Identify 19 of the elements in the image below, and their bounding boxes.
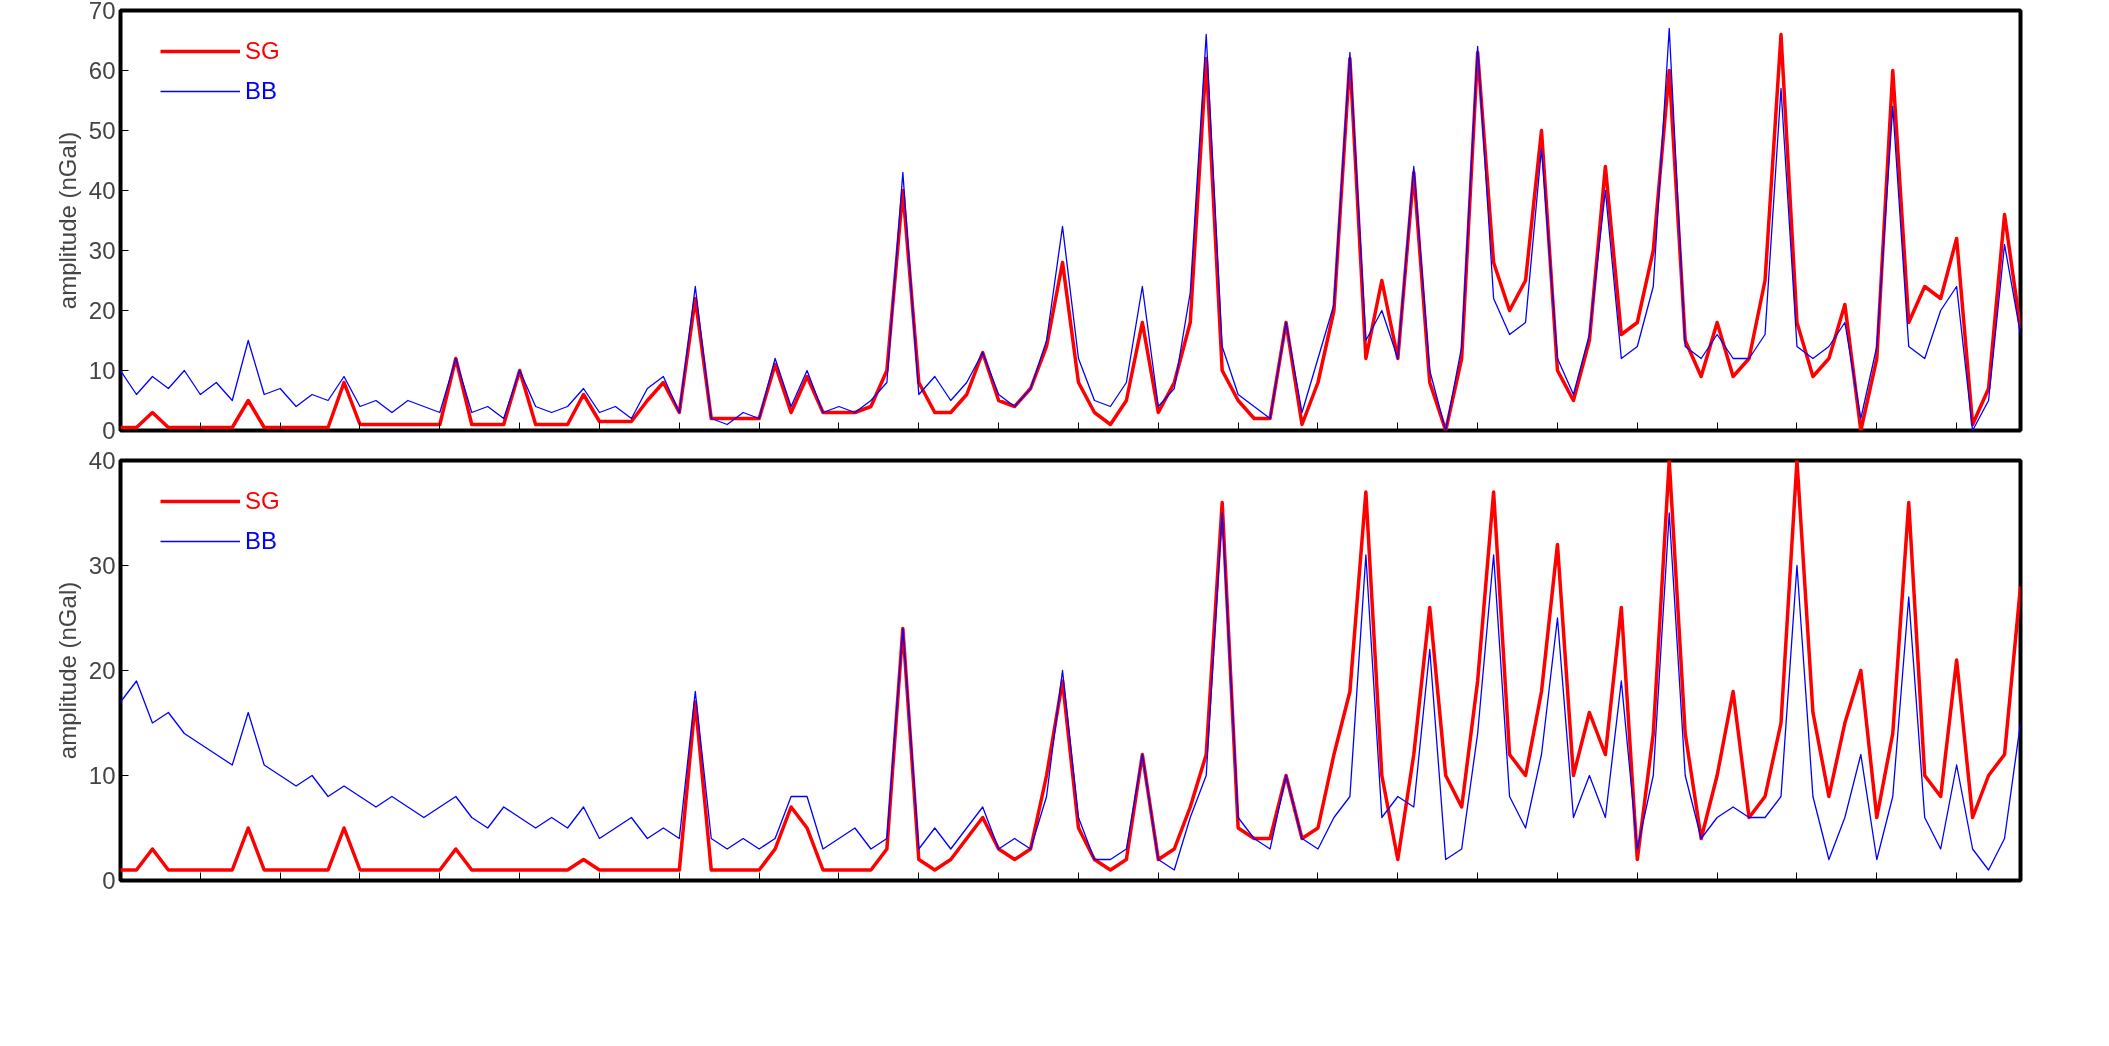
y-tick-label: 10 xyxy=(88,357,116,384)
y-tick-label: 40 xyxy=(88,447,116,474)
y-tick-label: 20 xyxy=(88,657,116,684)
legend-label: SG xyxy=(245,37,280,65)
legend-label: BB xyxy=(245,527,278,555)
legend-label: BB xyxy=(245,77,278,105)
y-tick-label: 0 xyxy=(102,417,116,444)
y-axis-title: amplitude (nGal) xyxy=(53,581,81,760)
y-tick-label: 30 xyxy=(88,552,116,579)
y-tick-label: 30 xyxy=(88,237,116,264)
y-tick-label: 70 xyxy=(88,0,116,24)
legend-label: SG xyxy=(245,487,280,515)
y-tick-label: 10 xyxy=(88,762,116,789)
y-tick-label: 40 xyxy=(88,177,116,204)
y-tick-label: 20 xyxy=(88,297,116,324)
y-axis-title: amplitude (nGal) xyxy=(53,131,81,310)
y-tick-label: 0 xyxy=(102,867,116,894)
y-tick-label: 50 xyxy=(88,117,116,144)
y-tick-label: 60 xyxy=(88,57,116,84)
